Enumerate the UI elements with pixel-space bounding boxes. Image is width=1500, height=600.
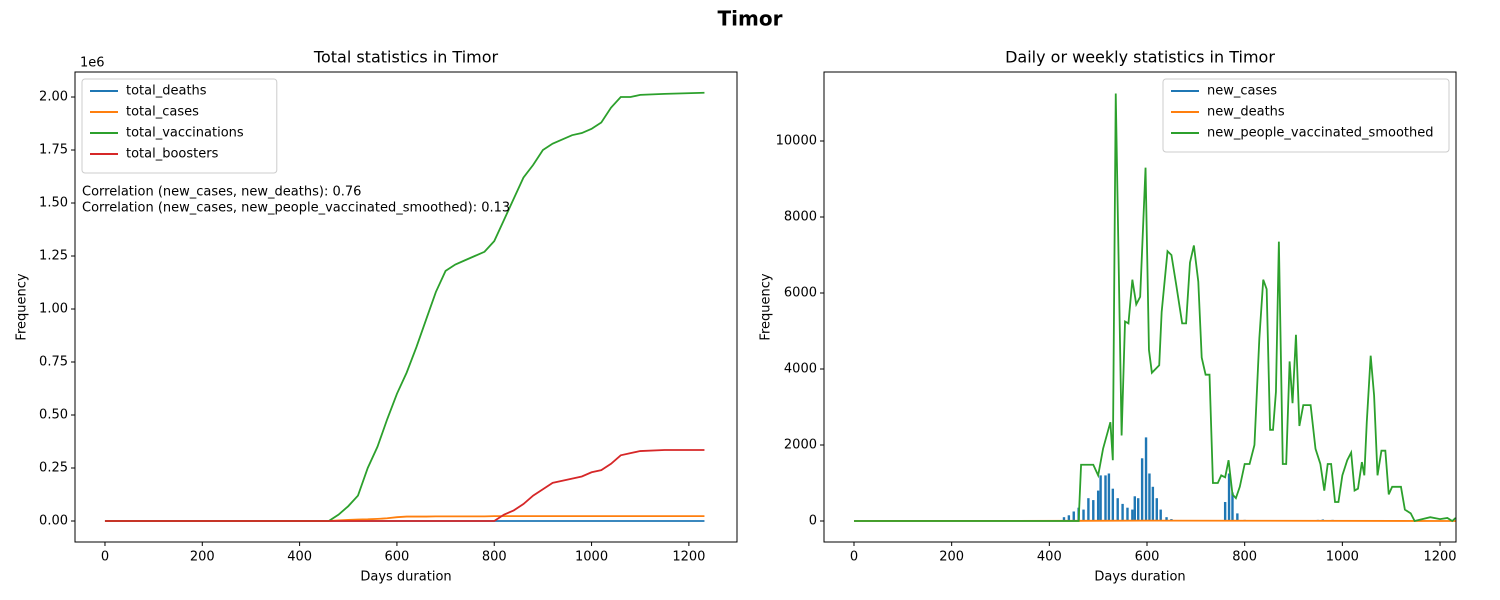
- figure-title: Timor: [718, 7, 783, 31]
- y-axis-label: Frequency: [15, 273, 30, 340]
- x-tick-label: 1200: [1423, 550, 1456, 565]
- y-tick-label: 8000: [784, 210, 817, 225]
- bar: [1137, 498, 1140, 521]
- bar: [1121, 503, 1124, 521]
- legend-label: total_vaccinations: [126, 126, 244, 141]
- y-tick-label: 1.75: [39, 143, 68, 158]
- x-tick-label: 400: [1037, 550, 1062, 565]
- y-tick-label: 2.00: [39, 90, 68, 105]
- line: [853, 93, 1456, 523]
- x-tick-label: 800: [482, 550, 507, 565]
- legend-box: [81, 78, 278, 174]
- y-tick-label: 0.25: [39, 461, 68, 476]
- bar: [1067, 515, 1071, 521]
- bar: [1099, 475, 1102, 521]
- bar: [1131, 509, 1134, 521]
- y-tick-label: 2000: [784, 437, 817, 452]
- x-tick-label: 1200: [672, 550, 705, 565]
- x-tick-label: 800: [1232, 550, 1257, 565]
- bar: [1165, 517, 1168, 521]
- axes-title: Total statistics in Timor: [313, 48, 499, 67]
- line: [104, 91, 705, 522]
- plot-area: [104, 91, 705, 522]
- bar: [1133, 496, 1136, 521]
- bar: [1072, 511, 1075, 521]
- y-tick-label: 1.00: [39, 302, 68, 317]
- y-tick-label: 0.00: [39, 514, 68, 529]
- annotation: Correlation (new_cases, new_people_vacci…: [82, 201, 510, 216]
- bar: [1144, 437, 1148, 521]
- legend-label: new_deaths: [1207, 105, 1285, 120]
- axes-frame: [74, 71, 738, 543]
- y-scale-label: 1e6: [80, 56, 105, 71]
- x-tick-label: 0: [850, 550, 858, 565]
- x-tick-label: 200: [939, 550, 964, 565]
- axes-frame: [823, 71, 1457, 543]
- x-tick-label: 0: [101, 550, 109, 565]
- x-tick-label: 200: [190, 550, 215, 565]
- legend: new_cases new_deaths new_people_vaccinated…: [1162, 78, 1450, 153]
- line: [104, 449, 705, 522]
- axes-title: Daily or weekly statistics in Timor: [1005, 48, 1275, 67]
- y-tick-label: 1.25: [39, 249, 68, 264]
- legend: total_deaths total_cases total_vaccination…: [81, 78, 278, 174]
- bar: [1155, 498, 1158, 521]
- bar: [1087, 498, 1090, 521]
- bar: [1082, 509, 1085, 521]
- y-tick-label: 1.50: [39, 196, 68, 211]
- bar: [1236, 513, 1239, 521]
- x-axis-label: Days duration: [1094, 570, 1185, 585]
- plot-area: [853, 93, 1456, 523]
- bar: [1148, 473, 1151, 521]
- bar: [1107, 473, 1111, 521]
- bar: [1151, 486, 1155, 521]
- bar: [1231, 492, 1234, 521]
- y-tick-label: 10000: [776, 134, 817, 149]
- x-tick-label: 600: [1135, 550, 1160, 565]
- y-tick-label: 0: [809, 513, 817, 528]
- legend-label: new_people_vaccinated_smoothed: [1207, 126, 1433, 141]
- x-axis-label: Days duration: [360, 570, 451, 585]
- bar: [1223, 501, 1227, 521]
- y-tick-label: 0.50: [39, 408, 68, 423]
- bar: [1111, 488, 1115, 521]
- bar: [1092, 500, 1095, 521]
- y-tick-label: 6000: [784, 285, 817, 300]
- bar: [1116, 498, 1119, 521]
- y-tick-label: 0.75: [39, 355, 68, 370]
- annotation: Correlation (new_cases, new_deaths): 0.7…: [82, 185, 361, 200]
- x-tick-label: 1000: [575, 550, 608, 565]
- legend-label: total_deaths: [126, 84, 207, 99]
- bar: [1096, 490, 1100, 521]
- x-tick-label: 1000: [1326, 550, 1359, 565]
- bar: [1227, 473, 1231, 521]
- legend-label: total_boosters: [126, 147, 219, 162]
- bar: [1062, 517, 1066, 521]
- y-axis-label: Frequency: [759, 273, 774, 340]
- legend-box: [1162, 78, 1450, 153]
- y-tick-label: 4000: [784, 361, 817, 376]
- bar: [1159, 509, 1162, 521]
- x-tick-label: 600: [385, 550, 410, 565]
- bar: [1126, 507, 1129, 521]
- legend-label: new_cases: [1207, 84, 1277, 99]
- bar: [1104, 475, 1107, 521]
- bar: [1140, 458, 1144, 521]
- x-tick-label: 400: [287, 550, 312, 565]
- legend-label: total_cases: [126, 105, 199, 120]
